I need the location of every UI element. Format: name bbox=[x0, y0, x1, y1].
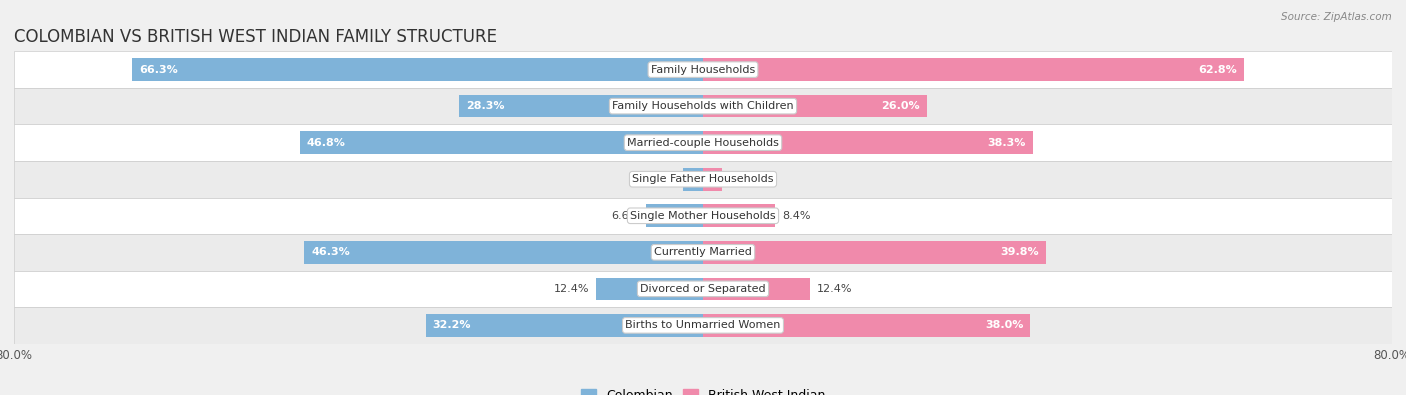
Text: Family Households: Family Households bbox=[651, 65, 755, 75]
Bar bbox=[703, 95, 927, 117]
Bar bbox=[14, 88, 1392, 124]
Bar bbox=[14, 234, 1392, 271]
Text: 26.0%: 26.0% bbox=[882, 101, 920, 111]
Text: 38.3%: 38.3% bbox=[987, 138, 1026, 148]
Text: 12.4%: 12.4% bbox=[817, 284, 852, 294]
Text: COLOMBIAN VS BRITISH WEST INDIAN FAMILY STRUCTURE: COLOMBIAN VS BRITISH WEST INDIAN FAMILY … bbox=[14, 28, 498, 46]
Text: Divorced or Separated: Divorced or Separated bbox=[640, 284, 766, 294]
Text: Births to Unmarried Women: Births to Unmarried Women bbox=[626, 320, 780, 330]
Text: 62.8%: 62.8% bbox=[1198, 65, 1237, 75]
Bar bbox=[683, 168, 703, 190]
Bar bbox=[14, 51, 1392, 88]
Text: Single Mother Households: Single Mother Households bbox=[630, 211, 776, 221]
Text: 28.3%: 28.3% bbox=[467, 101, 505, 111]
Bar bbox=[703, 58, 1244, 81]
Bar bbox=[132, 58, 703, 81]
Bar bbox=[703, 314, 1031, 337]
Bar bbox=[304, 241, 703, 263]
Bar bbox=[299, 132, 703, 154]
Legend: Colombian, British West Indian: Colombian, British West Indian bbox=[581, 389, 825, 395]
Bar bbox=[596, 278, 703, 300]
Text: Married-couple Households: Married-couple Households bbox=[627, 138, 779, 148]
Text: 46.8%: 46.8% bbox=[307, 138, 346, 148]
Text: 39.8%: 39.8% bbox=[1000, 247, 1039, 257]
Text: 8.4%: 8.4% bbox=[782, 211, 811, 221]
Text: Currently Married: Currently Married bbox=[654, 247, 752, 257]
Bar bbox=[703, 241, 1046, 263]
Bar bbox=[703, 278, 810, 300]
Bar bbox=[703, 168, 721, 190]
Bar bbox=[703, 205, 775, 227]
Text: 2.3%: 2.3% bbox=[648, 174, 676, 184]
Bar bbox=[14, 124, 1392, 161]
Text: Source: ZipAtlas.com: Source: ZipAtlas.com bbox=[1281, 12, 1392, 22]
Bar bbox=[14, 271, 1392, 307]
Bar bbox=[426, 314, 703, 337]
Bar bbox=[647, 205, 703, 227]
Text: Family Households with Children: Family Households with Children bbox=[612, 101, 794, 111]
Bar bbox=[14, 198, 1392, 234]
Bar bbox=[14, 161, 1392, 198]
Text: Single Father Households: Single Father Households bbox=[633, 174, 773, 184]
Bar bbox=[703, 132, 1033, 154]
Text: 46.3%: 46.3% bbox=[311, 247, 350, 257]
Text: 66.3%: 66.3% bbox=[139, 65, 177, 75]
Text: 38.0%: 38.0% bbox=[986, 320, 1024, 330]
Bar bbox=[460, 95, 703, 117]
Text: 2.2%: 2.2% bbox=[728, 174, 758, 184]
Bar bbox=[14, 307, 1392, 344]
Text: 32.2%: 32.2% bbox=[433, 320, 471, 330]
Text: 6.6%: 6.6% bbox=[612, 211, 640, 221]
Text: 12.4%: 12.4% bbox=[554, 284, 589, 294]
